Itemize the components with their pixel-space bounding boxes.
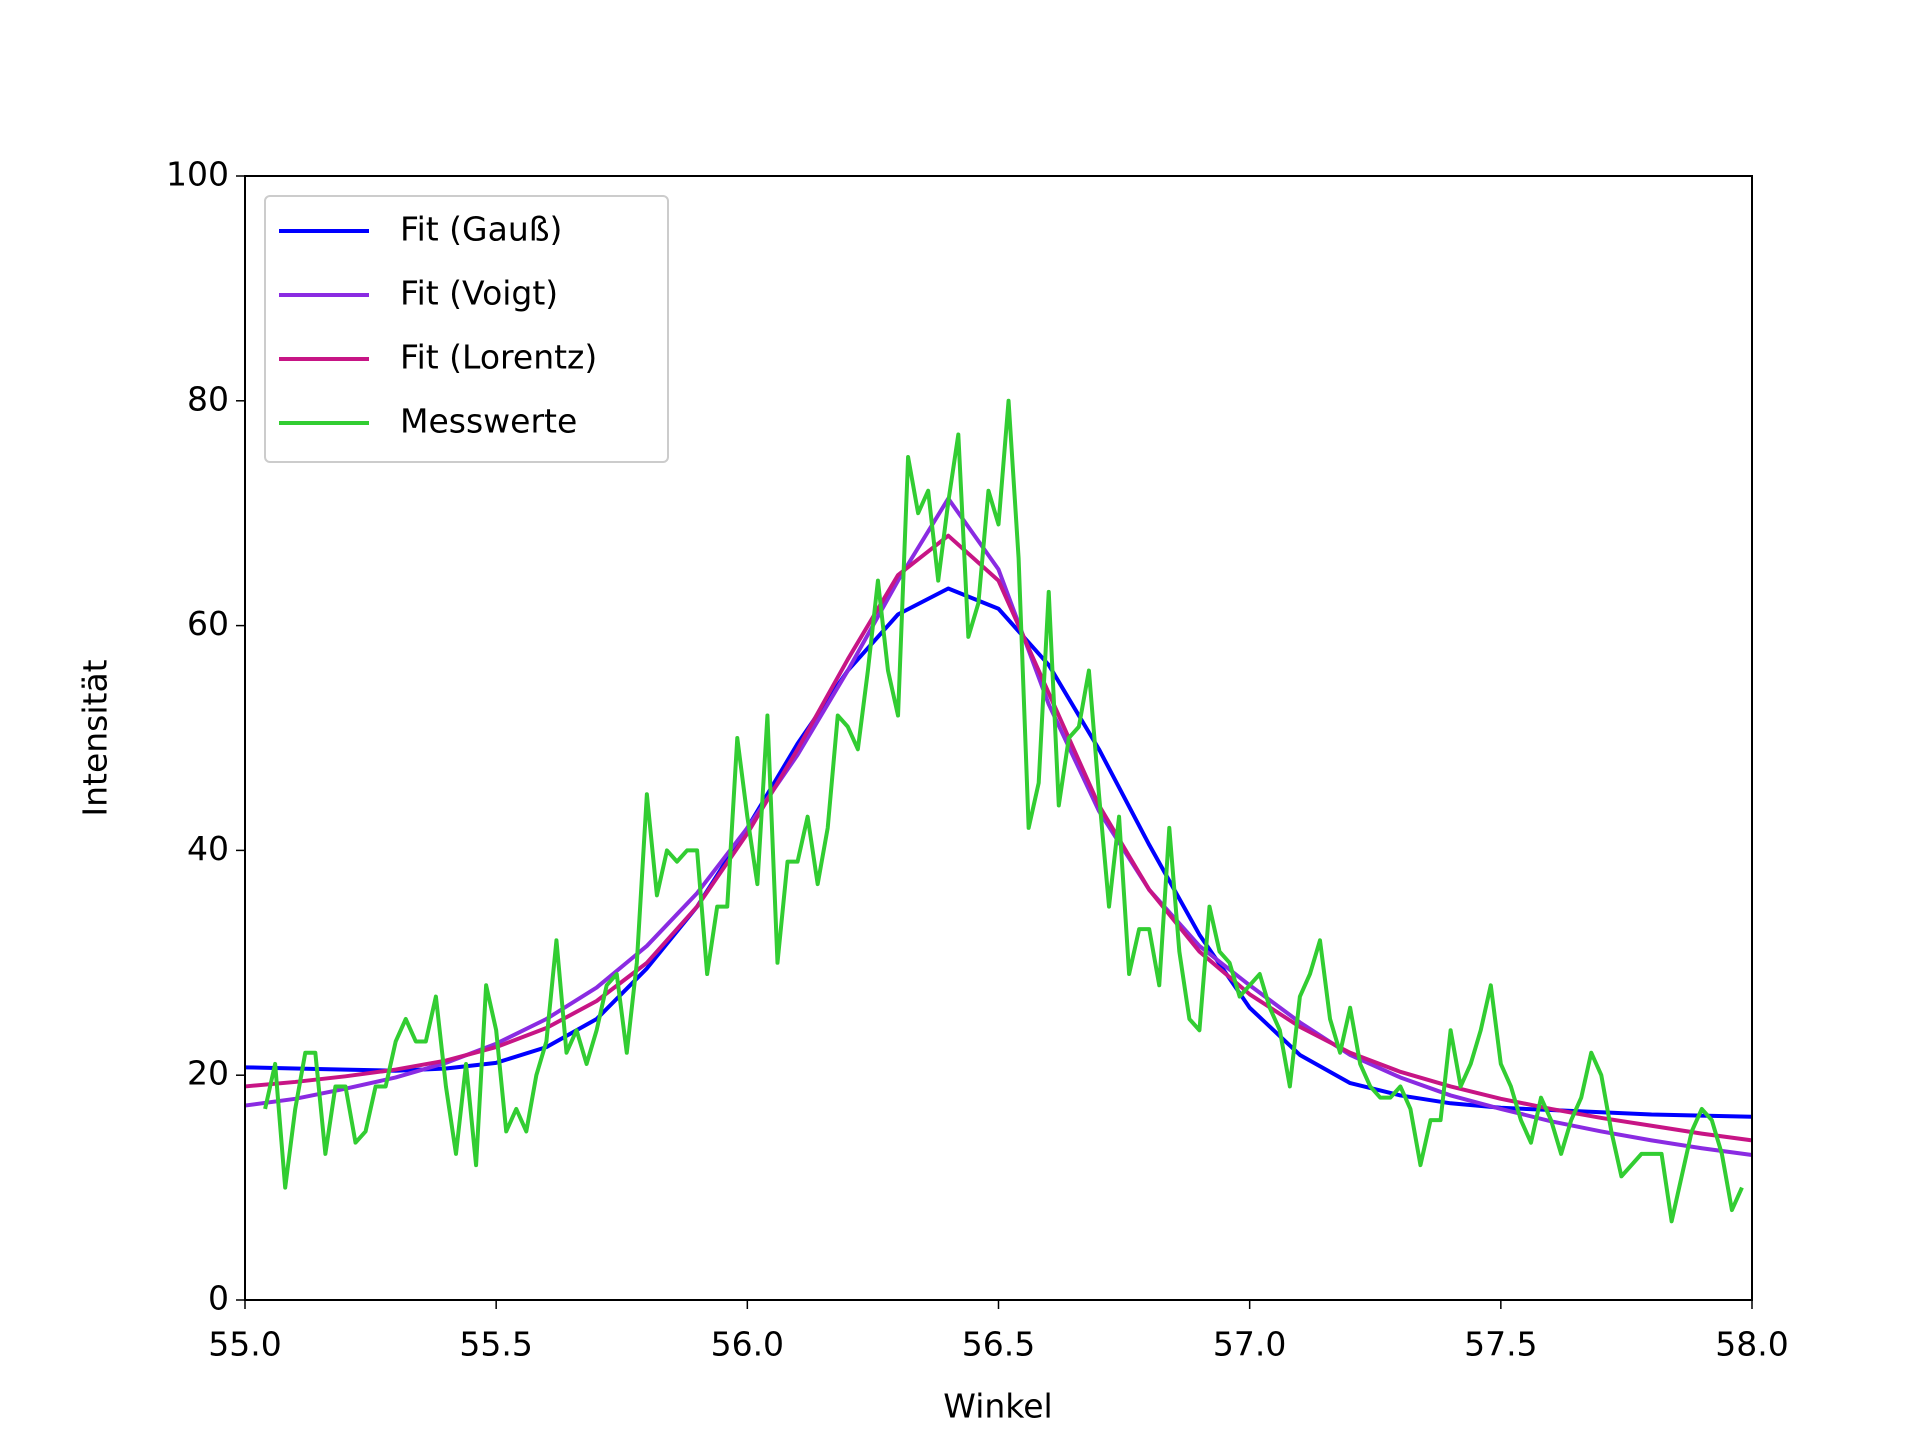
series-line xyxy=(244,496,1753,1157)
x-tick-label: 56.5 xyxy=(962,1325,1035,1364)
x-tick-label: 57.5 xyxy=(1464,1325,1537,1364)
x-axis-label: Winkel xyxy=(943,1387,1052,1426)
y-tick-label: 80 xyxy=(187,379,229,418)
series-line xyxy=(244,586,1753,1119)
y-tick-label: 100 xyxy=(166,155,229,194)
plot-frame xyxy=(244,175,1753,1301)
x-tick-label: 58.0 xyxy=(1715,1325,1788,1364)
legend-label: Fit (Lorentz) xyxy=(400,338,597,377)
legend-label: Messwerte xyxy=(400,402,577,441)
legend-box xyxy=(264,195,669,463)
y-axis-label: Intensität xyxy=(76,659,115,816)
series-line xyxy=(244,533,1753,1143)
y-tick-label: 0 xyxy=(208,1279,229,1318)
series-line xyxy=(263,398,1744,1224)
x-tick-label: 56.0 xyxy=(711,1325,784,1364)
legend-label: Fit (Voigt) xyxy=(400,274,558,313)
legend-label: Fit (Gauß) xyxy=(400,210,562,249)
x-tick-label: 57.0 xyxy=(1213,1325,1286,1364)
x-tick-label: 55.5 xyxy=(459,1325,532,1364)
y-tick-label: 40 xyxy=(187,829,229,868)
y-tick-label: 60 xyxy=(187,604,229,643)
y-tick-label: 20 xyxy=(187,1054,229,1093)
x-tick-label: 55.0 xyxy=(208,1325,281,1364)
